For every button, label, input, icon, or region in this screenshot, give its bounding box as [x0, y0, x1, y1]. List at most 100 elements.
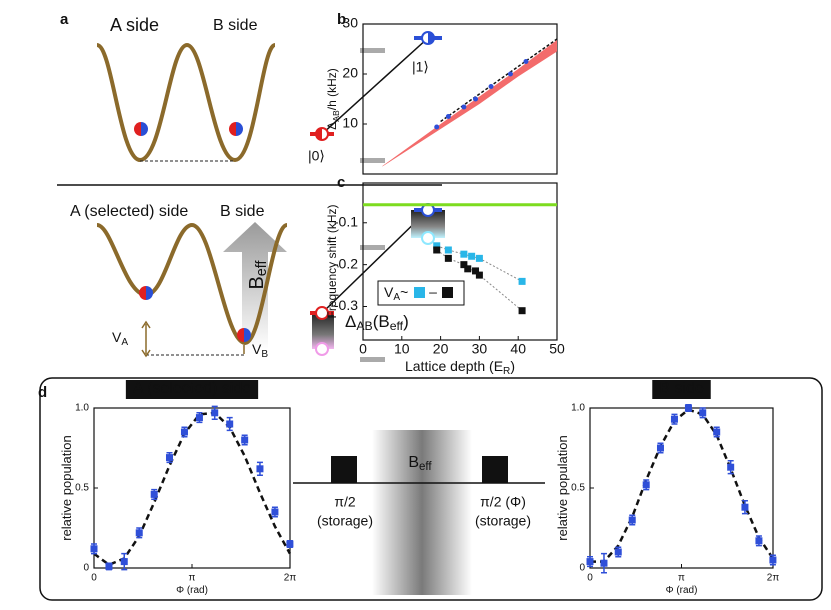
- text-part: relative population: [555, 435, 570, 541]
- text-part: Δ: [345, 312, 356, 331]
- fit-line: [590, 408, 774, 563]
- text-part: ): [403, 312, 409, 331]
- atom: [134, 122, 148, 136]
- x-tick-label: 40: [510, 341, 526, 357]
- y-tick-label: 1.0: [75, 403, 89, 414]
- point: [226, 420, 234, 428]
- point: [699, 409, 707, 417]
- band: [382, 40, 557, 167]
- well-label: B side: [213, 17, 258, 34]
- text-part: V: [384, 284, 394, 300]
- text-part: Δ: [325, 122, 339, 130]
- field-pulse: [372, 430, 472, 595]
- y-tick-label: 0: [579, 563, 585, 574]
- legend-swatch: [442, 287, 453, 298]
- well-label: B side: [220, 203, 265, 220]
- subscript: R: [503, 366, 510, 377]
- arrow-head: [141, 320, 151, 358]
- subscript: eff: [390, 319, 404, 333]
- level: [360, 48, 385, 53]
- point: [120, 558, 128, 566]
- x-axis-label: Φ (rad): [666, 585, 698, 596]
- subscript: A: [121, 337, 128, 348]
- point: [434, 124, 440, 130]
- point: [464, 265, 472, 273]
- point: [656, 444, 664, 452]
- x-axis-label: Φ (rad): [176, 585, 208, 596]
- y-tick-label: 0: [83, 563, 89, 574]
- text-part: Frequency shift (kHz): [325, 204, 339, 318]
- pulse: [331, 456, 357, 483]
- field-label: Beff: [246, 259, 270, 289]
- y-tick-label: -0.3: [334, 297, 358, 313]
- point: [150, 490, 158, 498]
- x-tick-label: 0: [359, 341, 367, 357]
- x-tick-label: 0: [587, 573, 593, 584]
- x-tick-label: 50: [549, 341, 565, 357]
- fit-line: [440, 38, 558, 123]
- subscript: B: [261, 349, 268, 360]
- point: [600, 559, 608, 567]
- point: [642, 481, 650, 489]
- x-tick-label: 10: [394, 341, 410, 357]
- point: [628, 516, 636, 524]
- legend: VA~ –: [377, 280, 465, 306]
- broadened-level: [312, 313, 334, 349]
- subscript: eff: [419, 461, 432, 473]
- text-part: ~: [400, 284, 408, 300]
- legend-swatch: [414, 287, 425, 298]
- point: [755, 537, 763, 545]
- pulse-label: π/2 (Φ): [480, 494, 526, 510]
- splitting-label: ΔAB(Beff): [345, 312, 409, 333]
- point: [195, 414, 203, 422]
- y-tick-label: 1.0: [571, 403, 585, 414]
- point: [614, 548, 622, 556]
- chart-title-box: [652, 380, 711, 399]
- plot-frame: [362, 23, 558, 175]
- subscript: eff: [254, 259, 270, 276]
- transition-line: [321, 209, 429, 314]
- pulse-note: (storage): [475, 513, 531, 529]
- text-part: V: [112, 329, 122, 345]
- y-axis-label: Frequency shift (kHz): [325, 204, 339, 318]
- subscript: AB: [356, 319, 372, 333]
- point: [241, 436, 249, 444]
- connector: [436, 245, 523, 282]
- chart-title: B side: [652, 380, 711, 399]
- double-well: [96, 222, 288, 346]
- point: [135, 529, 143, 537]
- ket-label: |1⟩: [412, 59, 429, 75]
- plot-frame: [362, 182, 558, 341]
- text-part: Lattice depth (E: [405, 358, 503, 374]
- x-tick-label: π: [189, 573, 196, 584]
- plot-frame: [589, 407, 774, 569]
- level: [360, 245, 385, 250]
- point: [741, 503, 749, 511]
- pulse-label: π/2: [334, 494, 356, 510]
- point: [586, 558, 594, 566]
- atom: [139, 286, 153, 300]
- state: [428, 32, 434, 44]
- point: [727, 463, 735, 471]
- text-part: /h (kHz): [325, 68, 339, 110]
- point: [461, 104, 467, 110]
- text-part: relative population: [59, 435, 74, 541]
- point: [105, 562, 113, 570]
- point: [507, 71, 513, 77]
- pulse: [482, 456, 508, 483]
- atom: [229, 122, 243, 136]
- fit-line: [93, 411, 291, 567]
- va-label: VA: [112, 329, 128, 348]
- x-tick-label: 2π: [767, 573, 780, 584]
- y-tick-label: -0.1: [334, 213, 358, 229]
- well-label: A side: [110, 15, 159, 35]
- state: [316, 128, 322, 140]
- state: [421, 231, 435, 245]
- y-tick-label: 0.5: [571, 483, 585, 494]
- y-tick-label: 30: [342, 15, 358, 31]
- ket-label: |0⟩: [308, 148, 325, 164]
- field-label: Beff: [408, 454, 432, 473]
- subscript: A: [393, 292, 400, 303]
- x-axis-label: Lattice depth (ER): [405, 358, 515, 377]
